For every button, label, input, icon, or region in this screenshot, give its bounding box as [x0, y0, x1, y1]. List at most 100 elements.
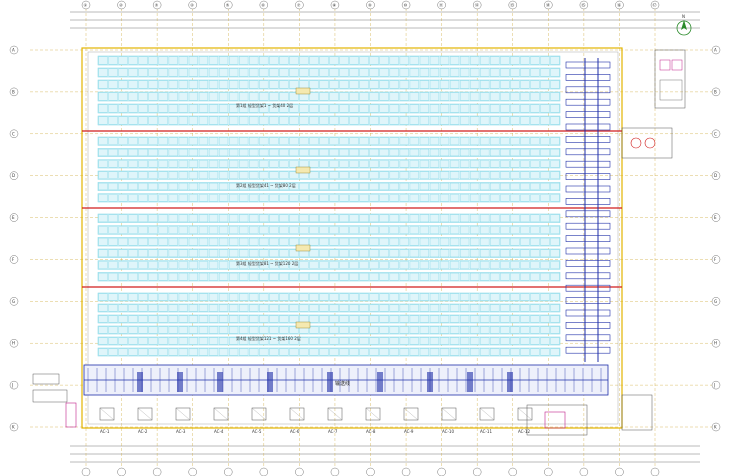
dock-door-swing: [137, 407, 153, 421]
rack-bay: [530, 104, 540, 113]
rack-bay: [530, 337, 540, 345]
rack-bay: [359, 194, 369, 202]
rack-bay: [168, 249, 178, 258]
rack-bay: [118, 104, 128, 113]
rack-bay: [520, 56, 530, 65]
rack-bay: [98, 80, 108, 89]
rack-bay: [228, 326, 239, 334]
rack-bay: [510, 68, 520, 77]
rack-bay: [279, 137, 289, 145]
rack-bay: [550, 214, 560, 223]
rack-bay: [148, 148, 158, 157]
rack-bay: [228, 68, 239, 77]
rack-bay: [198, 326, 209, 334]
rack-bay: [228, 337, 239, 345]
rack-bay: [510, 237, 520, 246]
rack-bay: [128, 237, 138, 246]
rack-bay: [490, 261, 500, 269]
rack-bay: [520, 315, 530, 323]
rack-bay: [239, 194, 249, 202]
rack-bay: [218, 68, 229, 77]
rack-bay: [188, 249, 199, 258]
rack-bay: [208, 214, 219, 223]
rack-bay: [168, 348, 178, 356]
conveyor-segment: [565, 198, 611, 205]
rack-bay: [128, 226, 138, 234]
rack-bay: [249, 326, 259, 334]
rack-bay: [480, 182, 490, 191]
rack-bay: [198, 261, 209, 269]
rack-bay: [490, 194, 500, 202]
rack-bay: [208, 304, 219, 312]
rack-bay: [118, 337, 128, 345]
rack-bay: [198, 137, 209, 145]
rack-bay: [168, 80, 178, 89]
rack-bay: [510, 272, 520, 281]
rack-bay: [490, 116, 500, 125]
rack-bay: [249, 237, 259, 246]
rack-bay: [329, 249, 339, 258]
rack-bay: [459, 171, 470, 179]
rack-bay: [540, 226, 550, 234]
rack-bay: [429, 272, 440, 281]
rack-bay: [108, 182, 118, 191]
rack-bay: [500, 148, 510, 157]
rack-bay: [339, 56, 349, 65]
rack-bay: [369, 80, 379, 89]
rack-bay: [118, 326, 128, 334]
rack-bay: [500, 104, 510, 113]
rack-bay: [470, 272, 480, 281]
rack-bay: [369, 249, 379, 258]
rack-bay: [138, 137, 148, 145]
rack-bay: [98, 226, 108, 234]
north-label: N: [682, 14, 685, 19]
rack-bay: [329, 293, 339, 301]
rack-bay: [208, 160, 219, 168]
rack-bay: [309, 68, 319, 77]
rack-bay: [208, 226, 219, 234]
rack-bay: [530, 182, 540, 191]
rack-bay: [449, 249, 460, 258]
rack-bay: [259, 337, 269, 345]
rack-bay: [319, 92, 329, 101]
column-axis-label: ③: [155, 3, 159, 8]
rack-bay: [309, 171, 319, 179]
rack-bay: [259, 348, 269, 356]
rack-bay: [339, 116, 349, 125]
rack-bay: [118, 261, 128, 269]
rack-bay: [118, 304, 128, 312]
rack-bay: [228, 80, 239, 89]
rack-bay: [158, 80, 168, 89]
rack-bay: [269, 261, 279, 269]
rack-bay: [148, 272, 158, 281]
rack-bay: [98, 261, 108, 269]
rack-bay: [319, 56, 329, 65]
rack-bay: [249, 92, 259, 101]
rack-bay: [158, 182, 168, 191]
dock-door: [403, 407, 419, 421]
rack-bay: [520, 326, 530, 334]
row-axis-label: J: [713, 383, 715, 388]
dock-label: AC-4: [214, 429, 224, 434]
rack-bay: [329, 116, 339, 125]
row-axis-bubble: [9, 255, 19, 264]
rack-bay: [449, 116, 460, 125]
rack-row: [97, 303, 561, 313]
rack-bay: [490, 80, 500, 89]
rack-bay: [379, 214, 389, 223]
conveyor-segment: [565, 148, 611, 156]
rack-bay: [399, 237, 409, 246]
rack-bay: [470, 80, 480, 89]
rack-bay: [530, 249, 540, 258]
rack-bay: [319, 116, 329, 125]
rack-bay: [510, 293, 520, 301]
rack-bay: [500, 214, 510, 223]
rack-bay: [108, 337, 118, 345]
rack-bay: [118, 116, 128, 125]
rack-bay: [459, 148, 470, 157]
conveyor-junction: [137, 372, 143, 392]
rack-bay: [218, 116, 229, 125]
rack-bay: [198, 237, 209, 246]
rack-bay: [228, 293, 239, 301]
rack-bay: [299, 261, 309, 269]
